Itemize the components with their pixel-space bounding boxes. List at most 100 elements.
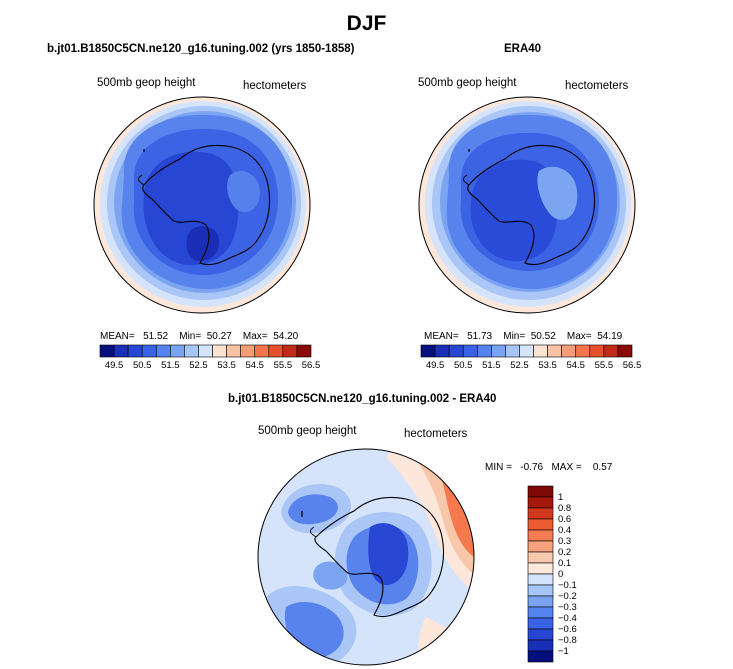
panel3-colorbar-swatch-1 bbox=[527, 496, 554, 509]
panel3-colorbar-swatch-3 bbox=[527, 518, 554, 531]
panel1-min-value: 50.27 bbox=[206, 331, 232, 342]
panel1-colorbar-swatch-9 bbox=[226, 344, 241, 358]
panel3-colorbar-tick-label: 0.3 bbox=[558, 536, 571, 547]
figure-title: DJF bbox=[346, 12, 387, 35]
panel2-variable-label: 500mb geop height bbox=[418, 77, 517, 89]
panel3-colorbar-swatch-4 bbox=[527, 529, 554, 542]
panel3-colorbar-swatch-2 bbox=[527, 507, 554, 520]
panel2-colorbar-swatch-6 bbox=[505, 344, 520, 358]
panel3-variable-label: 500mb geop height bbox=[258, 425, 357, 437]
panel2-colorbar-swatch-3 bbox=[462, 344, 478, 358]
panel3-colorbar-tick-label: 0.6 bbox=[558, 514, 571, 525]
map3-cool-7 bbox=[313, 561, 348, 590]
panel3-colorbar-swatch-11 bbox=[527, 606, 554, 619]
panel2-colorbar-swatch-12 bbox=[589, 344, 605, 358]
panel1-max-value: 54.20 bbox=[273, 331, 299, 342]
panel2-max-label: Max= bbox=[566, 331, 592, 342]
panel2-colorbar-tick-label: 49.5 bbox=[426, 360, 445, 371]
panel1-colorbar-swatch-13 bbox=[282, 344, 298, 358]
panel3-colorbar-swatch-10 bbox=[527, 595, 554, 608]
panel2-max-value: 54.19 bbox=[597, 331, 623, 342]
panel1-colorbar-swatch-3 bbox=[141, 344, 157, 358]
panel3-max-value: 0.57 bbox=[592, 462, 613, 473]
panel1-colorbar-swatch-12 bbox=[268, 344, 284, 358]
panel1-stats: MEAN= 51.52 Min= 50.27 Max= 54.20 bbox=[100, 331, 298, 342]
panel2-colorbar: 49.5 50.5 51.5 52.5 53.5 54.5 55.5 56.5 bbox=[420, 344, 642, 371]
panel1-colorbar-tick-label: 55.5 bbox=[274, 360, 293, 371]
panel3-colorbar-tick-label: 1 bbox=[558, 492, 563, 503]
panel1-variable-label: 500mb geop height bbox=[97, 77, 196, 89]
panel1-colorbar-swatch-0 bbox=[99, 344, 115, 358]
panel1-title: b.jt01.B1850C5CN.ne120_g16.tuning.002 (y… bbox=[47, 43, 355, 55]
panel2-colorbar-swatch-1 bbox=[434, 344, 450, 358]
map1-border bbox=[93, 96, 311, 314]
panel1-colorbar-swatch-6 bbox=[184, 344, 199, 358]
panel1-units-label: hectometers bbox=[243, 80, 307, 92]
panel1-colorbar-swatch-10 bbox=[240, 344, 256, 358]
panel2-colorbar-swatch-7 bbox=[519, 344, 534, 358]
panel1-colorbar-swatch-7 bbox=[198, 344, 213, 358]
map2-band-6 bbox=[470, 159, 558, 262]
panel3-colorbar-swatch-12 bbox=[527, 617, 554, 630]
map2 bbox=[419, 97, 635, 313]
panel3-colorbar-tick-label: 0.4 bbox=[558, 525, 571, 536]
panel2-colorbar-swatch-10 bbox=[561, 344, 577, 358]
panel2-colorbar-swatch-5 bbox=[491, 344, 506, 358]
panel2-min-label: Min= bbox=[503, 331, 526, 342]
panel3-colorbar-swatch-7 bbox=[527, 562, 554, 575]
map3-antarctica-outline bbox=[314, 496, 445, 618]
map3-peninsula bbox=[309, 526, 317, 538]
panel2-units-label: hectometers bbox=[565, 80, 629, 92]
panel3-colorbar-tick-label: −0.6 bbox=[558, 624, 577, 635]
panel3-colorbar-swatch-13 bbox=[527, 628, 554, 641]
panel1-min-label: Min= bbox=[179, 331, 202, 342]
panel2-title: ERA40 bbox=[504, 43, 542, 55]
panel2-colorbar-swatch-11 bbox=[575, 344, 591, 358]
panel3-colorbar: 10.80.60.40.30.20.10−0.1−0.2−0.3−0.4−0.6… bbox=[527, 485, 577, 663]
panel1-colorbar-swatch-5 bbox=[170, 344, 185, 358]
map2-antarctica-outline bbox=[467, 144, 596, 266]
panel2-mean-value: 51.73 bbox=[467, 331, 493, 342]
panel2-colorbar-tick-label: 54.5 bbox=[566, 360, 585, 371]
map1-ridge bbox=[227, 171, 260, 213]
panel2-colorbar-tick-label: 55.5 bbox=[595, 360, 614, 371]
panel3-colorbar-swatch-5 bbox=[527, 540, 554, 553]
map2-border bbox=[418, 96, 636, 314]
map3-warm-1 bbox=[386, 449, 474, 597]
panel2-stats: MEAN= 51.73 Min= 50.52 Max= 54.19 bbox=[424, 331, 622, 342]
panel3-colorbar-swatch-6 bbox=[527, 551, 554, 564]
panel1-colorbar-swatch-8 bbox=[212, 344, 227, 358]
panel1-max-label: Max= bbox=[242, 331, 268, 342]
panel2-colorbar-tick-label: 53.5 bbox=[538, 360, 557, 371]
panel2-colorbar-swatch-0 bbox=[420, 344, 436, 358]
panel1-colorbar-tick-label: 51.5 bbox=[161, 360, 180, 371]
panel2-colorbar-swatch-14 bbox=[617, 344, 633, 358]
map3-cool-2 bbox=[288, 494, 338, 525]
panel1-colorbar-swatch-14 bbox=[296, 344, 312, 358]
panel3-colorbar-tick-label: 0 bbox=[558, 569, 563, 580]
panel1-mean-label: MEAN= bbox=[100, 331, 135, 342]
panel3-colorbar-tick-label: 0.8 bbox=[558, 503, 571, 514]
panel3-colorbar-tick-label: −0.1 bbox=[558, 580, 577, 591]
panel3-colorbar-tick-label: −1 bbox=[558, 646, 569, 657]
panel3-title: b.jt01.B1850C5CN.ne120_g16.tuning.002 - … bbox=[228, 393, 497, 405]
panel1-colorbar-swatch-2 bbox=[127, 344, 143, 358]
panel3-stats: MIN = -0.76 MAX = 0.57 bbox=[485, 462, 612, 473]
map3-cool-core bbox=[368, 523, 409, 586]
panel2-colorbar-tick-label: 56.5 bbox=[623, 360, 642, 371]
panel2-colorbar-swatch-4 bbox=[476, 344, 492, 358]
panel2-colorbar-swatch-13 bbox=[603, 344, 619, 358]
panel3-colorbar-tick-label: 0.1 bbox=[558, 558, 571, 569]
panel1-colorbar-tick-label: 53.5 bbox=[217, 360, 236, 371]
panel3-colorbar-swatch-9 bbox=[527, 584, 554, 597]
panel3-colorbar-swatch-8 bbox=[527, 573, 554, 586]
panel1-colorbar-swatch-11 bbox=[254, 344, 270, 358]
map1-antarctica-outline bbox=[142, 144, 271, 266]
panel3-colorbar-tick-label: 0.2 bbox=[558, 547, 571, 558]
panel2-colorbar-tick-label: 52.5 bbox=[510, 360, 529, 371]
panel3-min-label: MIN = bbox=[485, 462, 512, 473]
panel3-units-label: hectometers bbox=[404, 428, 468, 440]
map3 bbox=[258, 449, 474, 665]
panel1-colorbar-tick-label: 49.5 bbox=[105, 360, 124, 371]
